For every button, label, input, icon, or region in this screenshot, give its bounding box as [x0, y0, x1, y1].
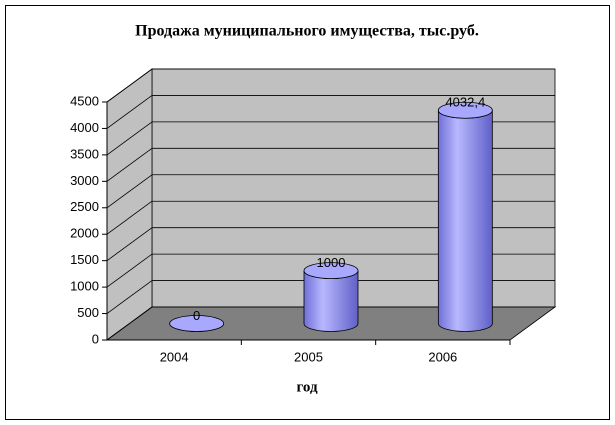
- x-tick-label: 2004: [160, 349, 189, 364]
- cylinder: [303, 270, 359, 332]
- y-tick-label: 0: [92, 331, 99, 346]
- grid-line: [106, 95, 153, 129]
- x-tick-label: 2005: [294, 349, 323, 364]
- grid-line: [106, 68, 153, 103]
- grid-line: [106, 148, 153, 182]
- value-label: 0: [193, 308, 200, 323]
- y-tick-label: 1000: [70, 279, 99, 294]
- grid-line: [106, 200, 153, 235]
- x-axis-label: год: [296, 379, 318, 395]
- cylinder-top: [437, 101, 493, 119]
- y-tick-label: 2000: [70, 226, 99, 241]
- x-tick-label: 2006: [428, 349, 457, 364]
- y-tick-label: 4500: [70, 93, 99, 108]
- grid-line: [106, 280, 153, 314]
- value-label: 1000: [317, 255, 346, 270]
- grid-line: [106, 227, 153, 261]
- y-tick-label: 500: [77, 305, 99, 320]
- y-tick-label: 3000: [70, 173, 99, 188]
- value-label: 4032,4: [445, 95, 485, 110]
- grid-line: [106, 306, 153, 341]
- cylinder-top: [303, 262, 359, 280]
- y-tick-label: 2500: [70, 199, 99, 214]
- cylinder: [437, 110, 493, 332]
- grid-line: [106, 253, 153, 288]
- y-tick-label: 3500: [70, 146, 99, 161]
- grid-line: [106, 174, 153, 209]
- grid-line: [106, 121, 153, 156]
- y-tick-label: 1500: [70, 252, 99, 267]
- y-tick-label: 4000: [70, 120, 99, 135]
- chart-title: Продажа муниципального имущества, тыс.ру…: [135, 23, 479, 40]
- side-wall: [106, 68, 153, 341]
- cylinder-top: [169, 315, 225, 332]
